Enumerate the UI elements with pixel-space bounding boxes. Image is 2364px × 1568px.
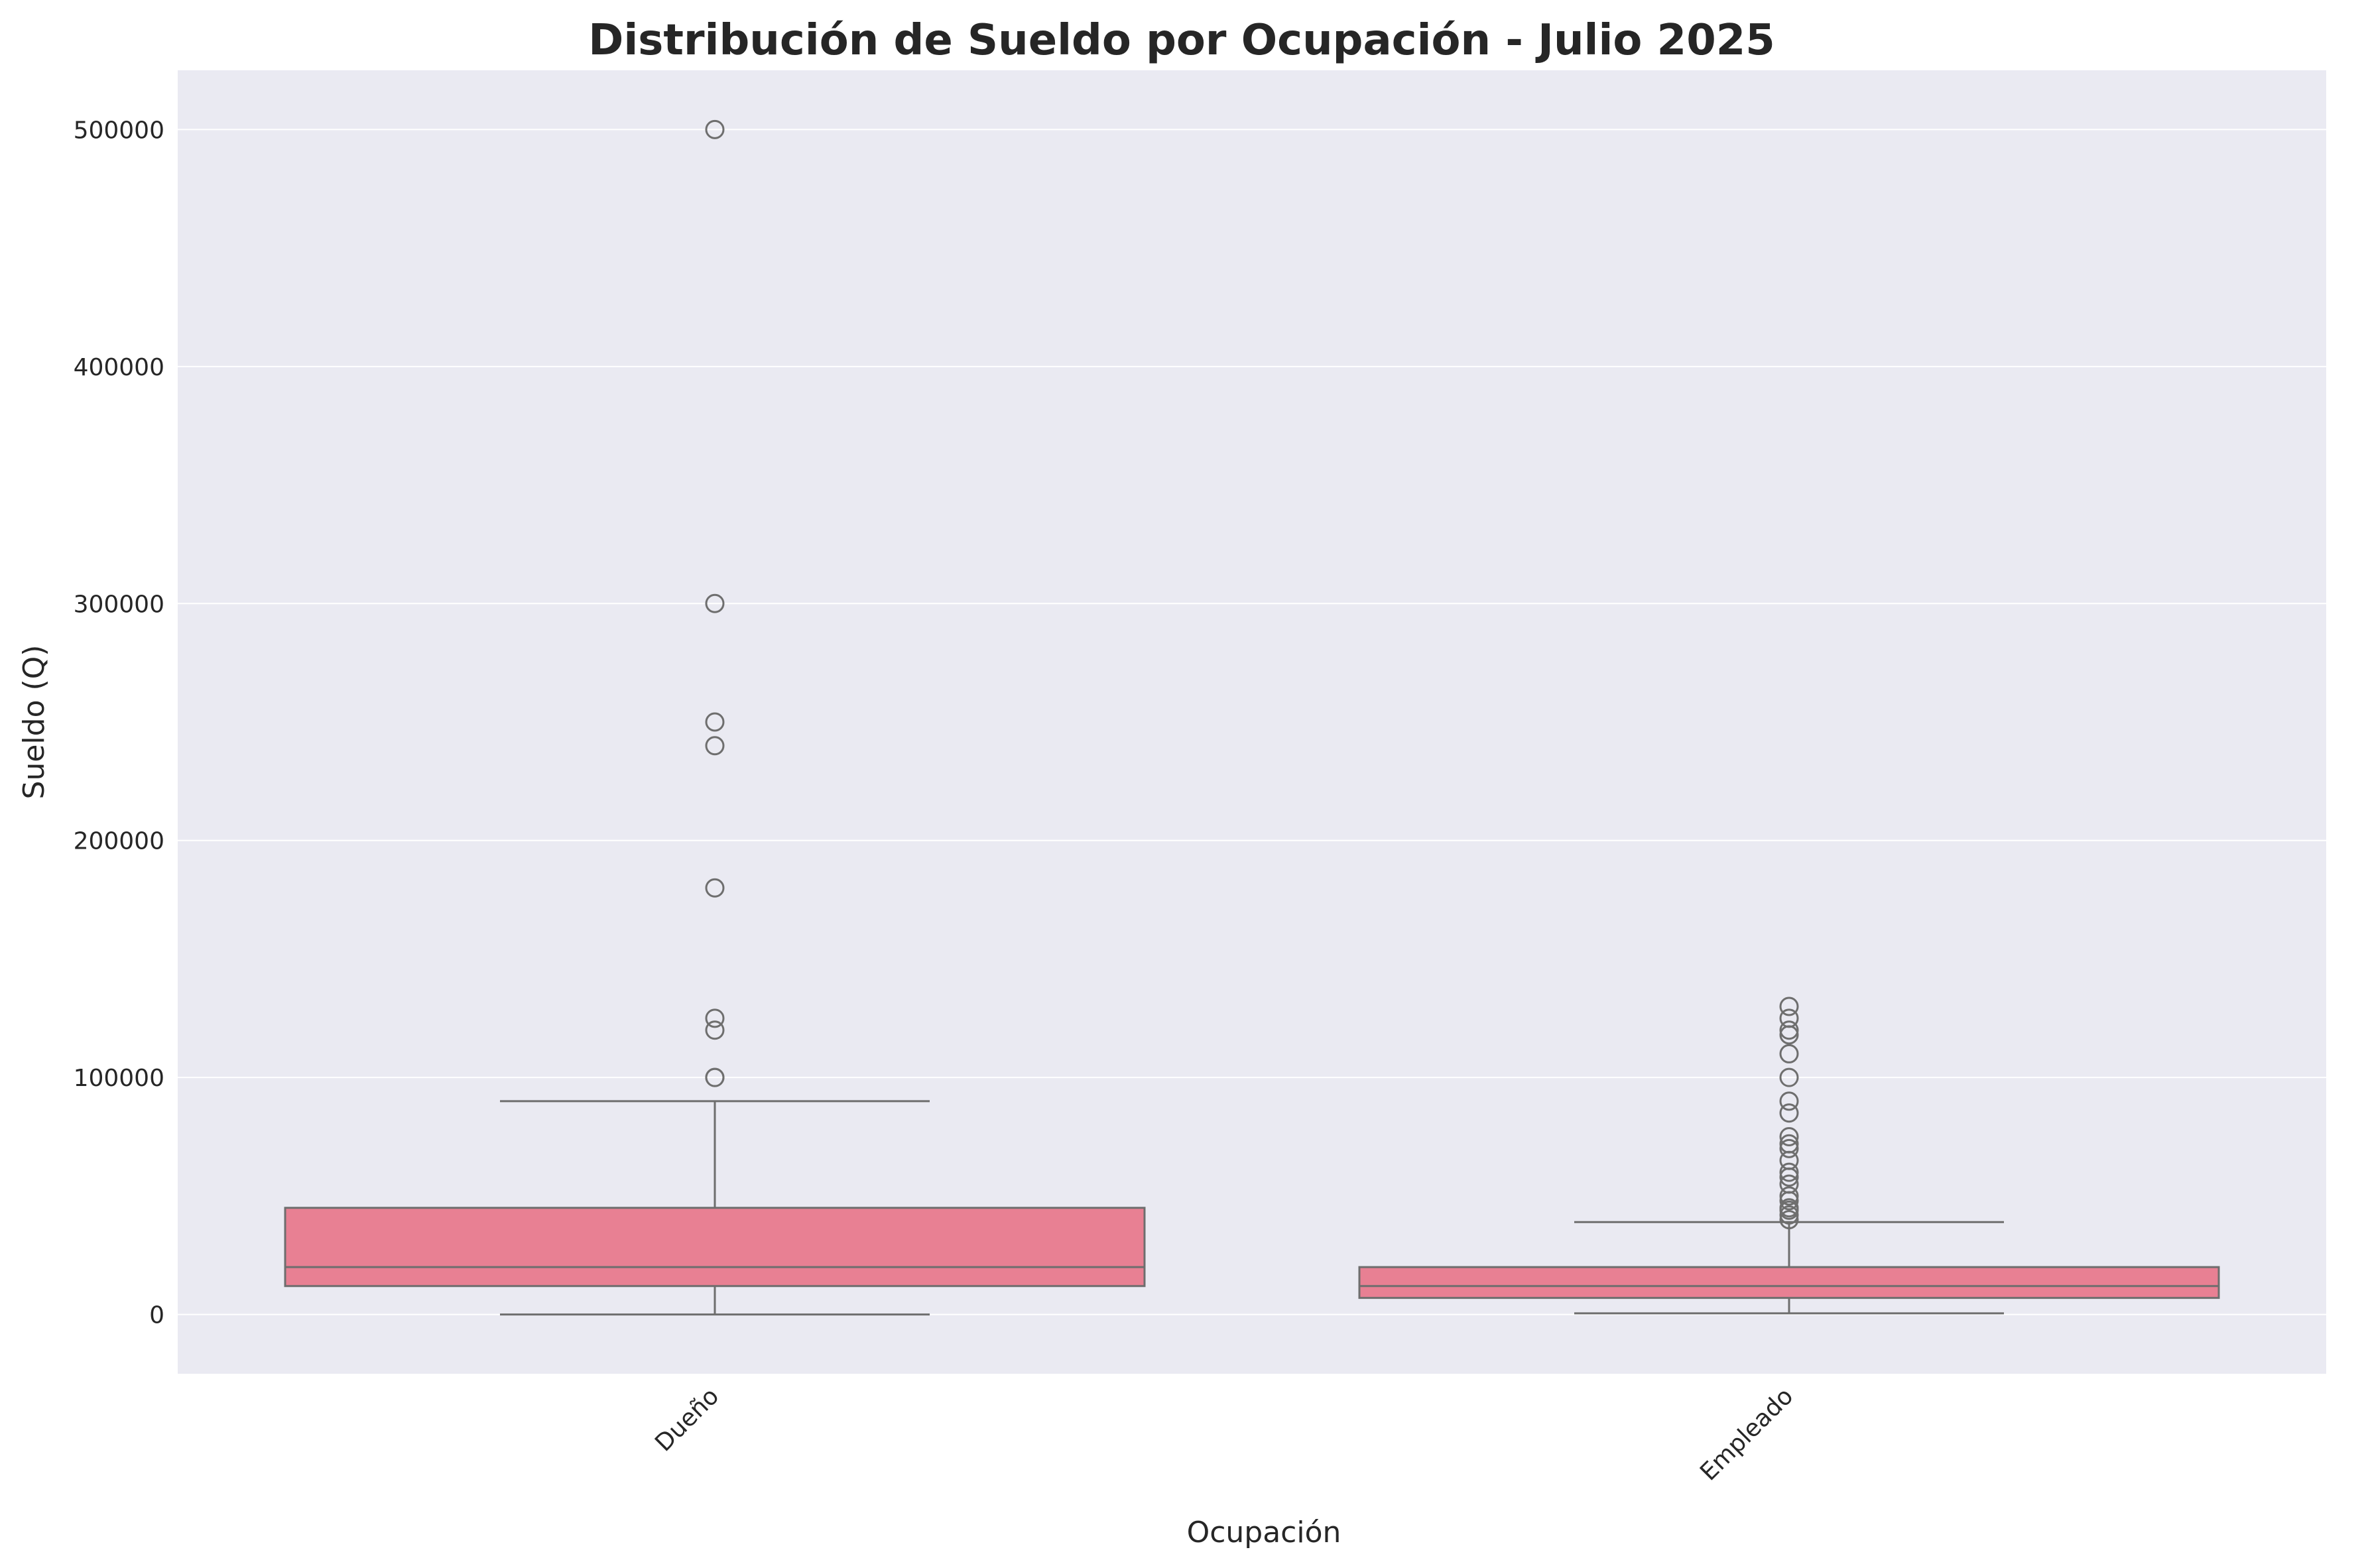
outlier-point	[1779, 1127, 1799, 1147]
outlier-point	[1779, 1134, 1799, 1154]
outlier-point	[705, 1008, 725, 1028]
x-axis-label: Ocupación	[1187, 1516, 1341, 1549]
box-iqr	[284, 1207, 1146, 1288]
box-layer	[284, 119, 2220, 1316]
y-tick-label: 0	[149, 1302, 164, 1329]
outlier-point	[1779, 1162, 1799, 1182]
y-tick-label: 300000	[74, 591, 164, 618]
box-group	[1358, 996, 2220, 1315]
outlier-point	[1779, 1103, 1799, 1123]
outlier-point	[1779, 1186, 1799, 1206]
y-tick-label: 100000	[74, 1065, 164, 1092]
outlier-point	[1779, 1210, 1799, 1230]
outlier-point	[1779, 1198, 1799, 1218]
y-tick-label: 200000	[74, 828, 164, 855]
outlier-point	[1779, 996, 1799, 1016]
outlier-point	[705, 712, 725, 732]
grid-lines	[178, 129, 2326, 1315]
outlier-point	[705, 736, 725, 756]
outlier-point	[1779, 1091, 1799, 1111]
outlier-point	[705, 1067, 725, 1087]
outlier-point	[705, 119, 725, 139]
plot-area	[178, 70, 2326, 1374]
outlier-point	[1779, 1138, 1799, 1158]
outlier-point	[1779, 1205, 1799, 1225]
y-tick-label: 500000	[74, 117, 164, 144]
outlier-point	[1779, 1174, 1799, 1194]
outlier-point	[1779, 1067, 1799, 1087]
x-axis-ticks: Dueño Empleado	[650, 1382, 1798, 1486]
y-axis-label: Sueldo (Q)	[17, 645, 51, 800]
outlier-point	[705, 878, 725, 898]
y-axis-ticks: 0 100000 200000 300000 400000 500000	[74, 117, 164, 1329]
outlier-point	[705, 1020, 725, 1040]
outlier-point	[1779, 1008, 1799, 1028]
outlier-point	[705, 593, 725, 613]
box-group	[284, 119, 1146, 1316]
outlier-point	[1779, 1044, 1799, 1063]
outlier-point	[1779, 1020, 1799, 1040]
y-tick-label: 400000	[74, 354, 164, 381]
chart-title: Distribución de Sueldo por Ocupación - J…	[588, 16, 1775, 65]
x-tick-label: Empleado	[1695, 1382, 1798, 1486]
x-tick-label: Dueño	[650, 1382, 724, 1457]
box-iqr	[1358, 1266, 2220, 1299]
